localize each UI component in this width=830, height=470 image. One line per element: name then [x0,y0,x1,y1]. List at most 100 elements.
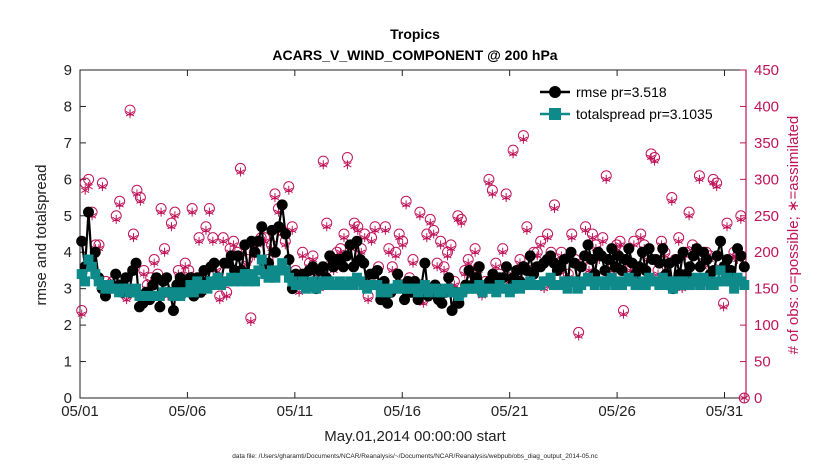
assimilated-obs-marker [350,222,359,232]
legend-background [532,79,738,125]
assimilated-obs-marker [736,214,745,224]
y-tick-label-left: 3 [64,281,72,298]
chart-title: Tropics [390,26,440,42]
assimilated-obs-marker [574,331,583,341]
rmse-marker [232,250,244,262]
assimilated-obs-marker [208,236,218,246]
rmse-marker [606,243,618,255]
rmse-marker [371,264,383,276]
totalspread-marker [419,280,430,291]
assimilated-obs-marker [129,233,138,243]
rmse-marker [337,261,349,273]
rmse-marker [110,268,122,280]
rmse-marker [348,261,360,273]
assimilated-obs-marker [284,185,293,195]
assimilated-obs-marker [598,236,607,246]
rmse-marker [382,297,394,309]
assimilated-obs-marker [353,225,362,235]
rmse-marker [623,243,635,255]
y-tick-label-right: 450 [754,62,779,79]
totalspread-marker [348,280,359,291]
y-tick-label-left: 1 [64,354,72,371]
assimilated-obs-marker [433,262,442,272]
totalspread-marker [83,254,94,265]
x-tick-label: 05/11 [277,403,313,420]
assimilated-obs-marker [709,178,718,188]
assimilated-obs-marker [236,167,245,177]
assimilated-obs-marker [636,233,645,243]
totalspread-marker [185,280,196,291]
totalspread-marker [545,272,556,283]
totalspread-marker [657,272,668,283]
x-tick-label: 05/16 [383,403,421,420]
y-axis-label-right: # of obs: o=possible; ∗=assimilated [785,116,802,355]
rmse-marker [735,250,747,262]
assimilated-obs-marker [339,233,349,243]
totalspread-marker [256,254,267,265]
rmse-marker [358,257,370,269]
rmse-marker [473,261,485,273]
y-tick-label-right: 150 [754,281,779,298]
rmse-marker [208,257,220,269]
assimilated-obs-marker [408,258,418,268]
assimilated-obs-marker [522,225,532,235]
assimilated-obs-marker [615,240,625,250]
totalspread-marker [667,283,678,294]
x-tick-label: 05/21 [491,403,529,420]
totalspread-marker [86,261,97,272]
rmse-marker [721,254,733,266]
rmse-marker [715,235,727,247]
totalspread-marker [76,269,87,280]
rmse-marker [653,257,665,269]
assimilated-obs-marker [201,225,211,235]
y-tick-label-left: 7 [64,135,72,152]
assimilated-obs-marker [508,149,518,159]
assimilated-obs-marker [567,233,576,243]
y-tick-label-left: 9 [64,62,72,79]
y-axis-label-left: rmse and totalspread [33,165,50,306]
totalspread-marker [562,283,573,294]
totalspread-marker [182,287,193,298]
assimilated-obs-marker [205,207,214,217]
rmse-marker [76,235,88,247]
totalspread-marker [695,280,706,291]
rmse-marker [280,228,292,240]
assimilated-obs-marker [319,160,328,170]
assimilated-obs-marker [367,236,376,246]
totalspread-marker [691,272,702,283]
rmse-marker [565,246,577,258]
y-tick-label-left: 0 [64,390,72,407]
totalspread-marker [212,272,223,283]
assimilated-obs-marker [363,295,373,305]
assimilated-obs-marker [712,182,721,192]
assimilated-obs-marker [112,214,121,224]
data-file-footer: data file: /Users/gharamti/Documents/NCA… [232,453,598,460]
totalspread-marker [202,283,213,294]
rmse-marker [711,250,723,262]
assimilated-obs-marker [360,233,369,243]
y-tick-label-right: 350 [754,135,779,152]
rmse-marker [684,261,696,273]
rmse-marker [582,239,594,251]
totalspread-marker [263,272,274,283]
x-tick-label: 05/31 [706,403,744,420]
legend-totalspread-label: totalspread pr=3.1035 [576,106,713,122]
rmse-marker [436,297,448,309]
rmse-marker [276,199,288,211]
assimilated-obs-marker [170,211,180,221]
rmse-marker [399,294,411,306]
y-tick-label-left: 6 [64,171,72,188]
rmse-marker [558,254,570,266]
assimilated-obs-marker [457,218,466,228]
totalspread-marker [715,265,726,276]
assimilated-obs-marker [581,225,590,235]
totalspread-marker [243,276,254,287]
chart-subtitle: ACARS_V_WIND_COMPONENT @ 200 hPa [272,47,557,63]
assimilated-obs-marker [722,222,732,232]
totalspread-marker [491,287,502,298]
assimilated-obs-marker [426,218,435,228]
totalspread-marker [209,280,220,291]
rmse-marker [269,246,281,258]
totalspread-marker [729,283,740,294]
legend-rmse-label: rmse pr=3.518 [576,84,667,100]
